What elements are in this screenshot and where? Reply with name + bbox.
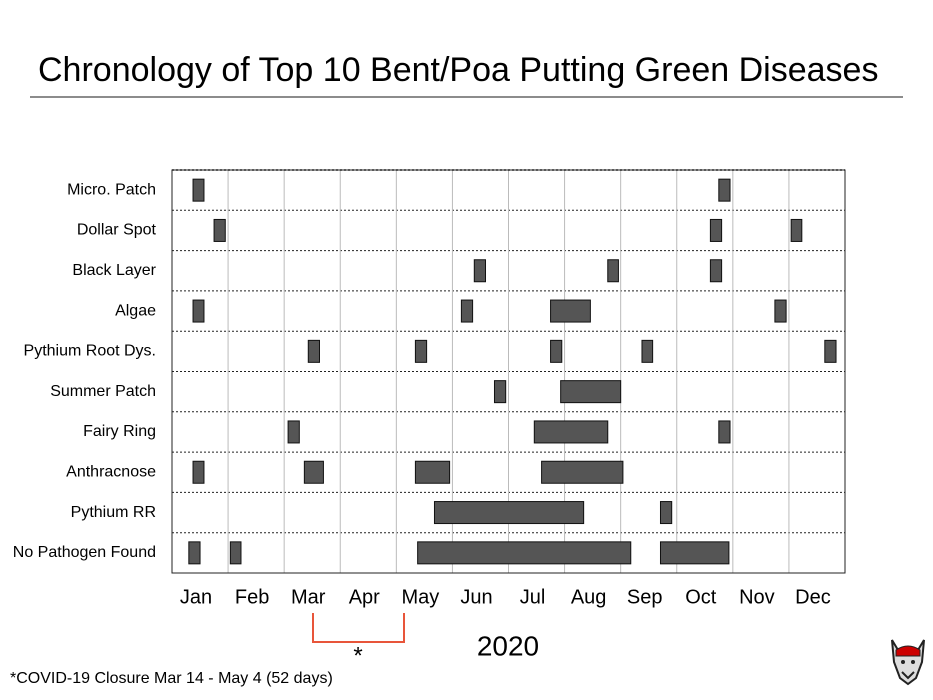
x-tick-label: Nov <box>739 586 775 608</box>
row-label: Black Layer <box>72 262 156 279</box>
bar <box>824 339 837 363</box>
row-label: Algae <box>115 302 156 319</box>
bar <box>718 420 731 444</box>
bar <box>607 259 619 283</box>
x-tick-label: Mar <box>291 586 326 608</box>
x-tick-label: Jul <box>520 586 546 608</box>
bar <box>188 541 201 565</box>
bar <box>307 339 320 363</box>
closure-bracket <box>312 613 405 643</box>
bar <box>417 541 632 565</box>
x-tick-label: Jan <box>180 586 212 608</box>
bar <box>533 420 609 444</box>
row-label: Summer Patch <box>50 383 156 400</box>
bar <box>229 541 242 565</box>
bar <box>709 218 723 242</box>
bar <box>550 339 563 363</box>
bar <box>790 218 803 242</box>
x-tick-label: May <box>401 586 439 608</box>
bar <box>641 339 654 363</box>
bar <box>659 501 673 525</box>
chart-title: Chronology of Top 10 Bent/Poa Putting Gr… <box>38 51 878 89</box>
bar <box>287 420 300 444</box>
bar <box>550 299 591 323</box>
bar <box>192 299 205 323</box>
bar <box>414 460 451 484</box>
bar <box>774 299 787 323</box>
bar <box>192 460 205 484</box>
row-label: No Pathogen Found <box>13 544 156 561</box>
bar <box>414 339 428 363</box>
x-tick-label: Apr <box>349 586 380 608</box>
x-axis-label: 2020 <box>477 630 539 661</box>
bar <box>709 259 723 283</box>
bar <box>433 501 585 525</box>
bar <box>303 460 324 484</box>
bar <box>659 541 730 565</box>
bar <box>718 178 731 202</box>
x-tick-label: Aug <box>571 586 607 608</box>
x-tick-label: Feb <box>235 586 269 608</box>
x-tick-label: Sep <box>627 586 663 608</box>
bar <box>213 218 226 242</box>
row-label: Anthracnose <box>66 463 156 480</box>
bar <box>493 380 507 404</box>
x-tick-label: Jun <box>460 586 492 608</box>
annotation: *COVID-19 Closure Mar 14 - May 4 (52 day… <box>10 670 333 687</box>
row-label: Micro. Patch <box>67 181 156 198</box>
bar <box>541 460 624 484</box>
logo <box>891 639 925 686</box>
bar <box>460 299 474 323</box>
x-tick-label: Oct <box>685 586 717 608</box>
row-label: Dollar Spot <box>77 222 157 239</box>
bar <box>560 380 622 404</box>
bar <box>192 178 205 202</box>
closure-marker: * <box>353 642 362 669</box>
x-tick-label: Dec <box>795 586 831 608</box>
bar <box>473 259 487 283</box>
row-label: Pythium RR <box>71 504 156 521</box>
row-label: Fairy Ring <box>83 423 156 440</box>
row-label: Pythium Root Dys. <box>24 343 156 360</box>
